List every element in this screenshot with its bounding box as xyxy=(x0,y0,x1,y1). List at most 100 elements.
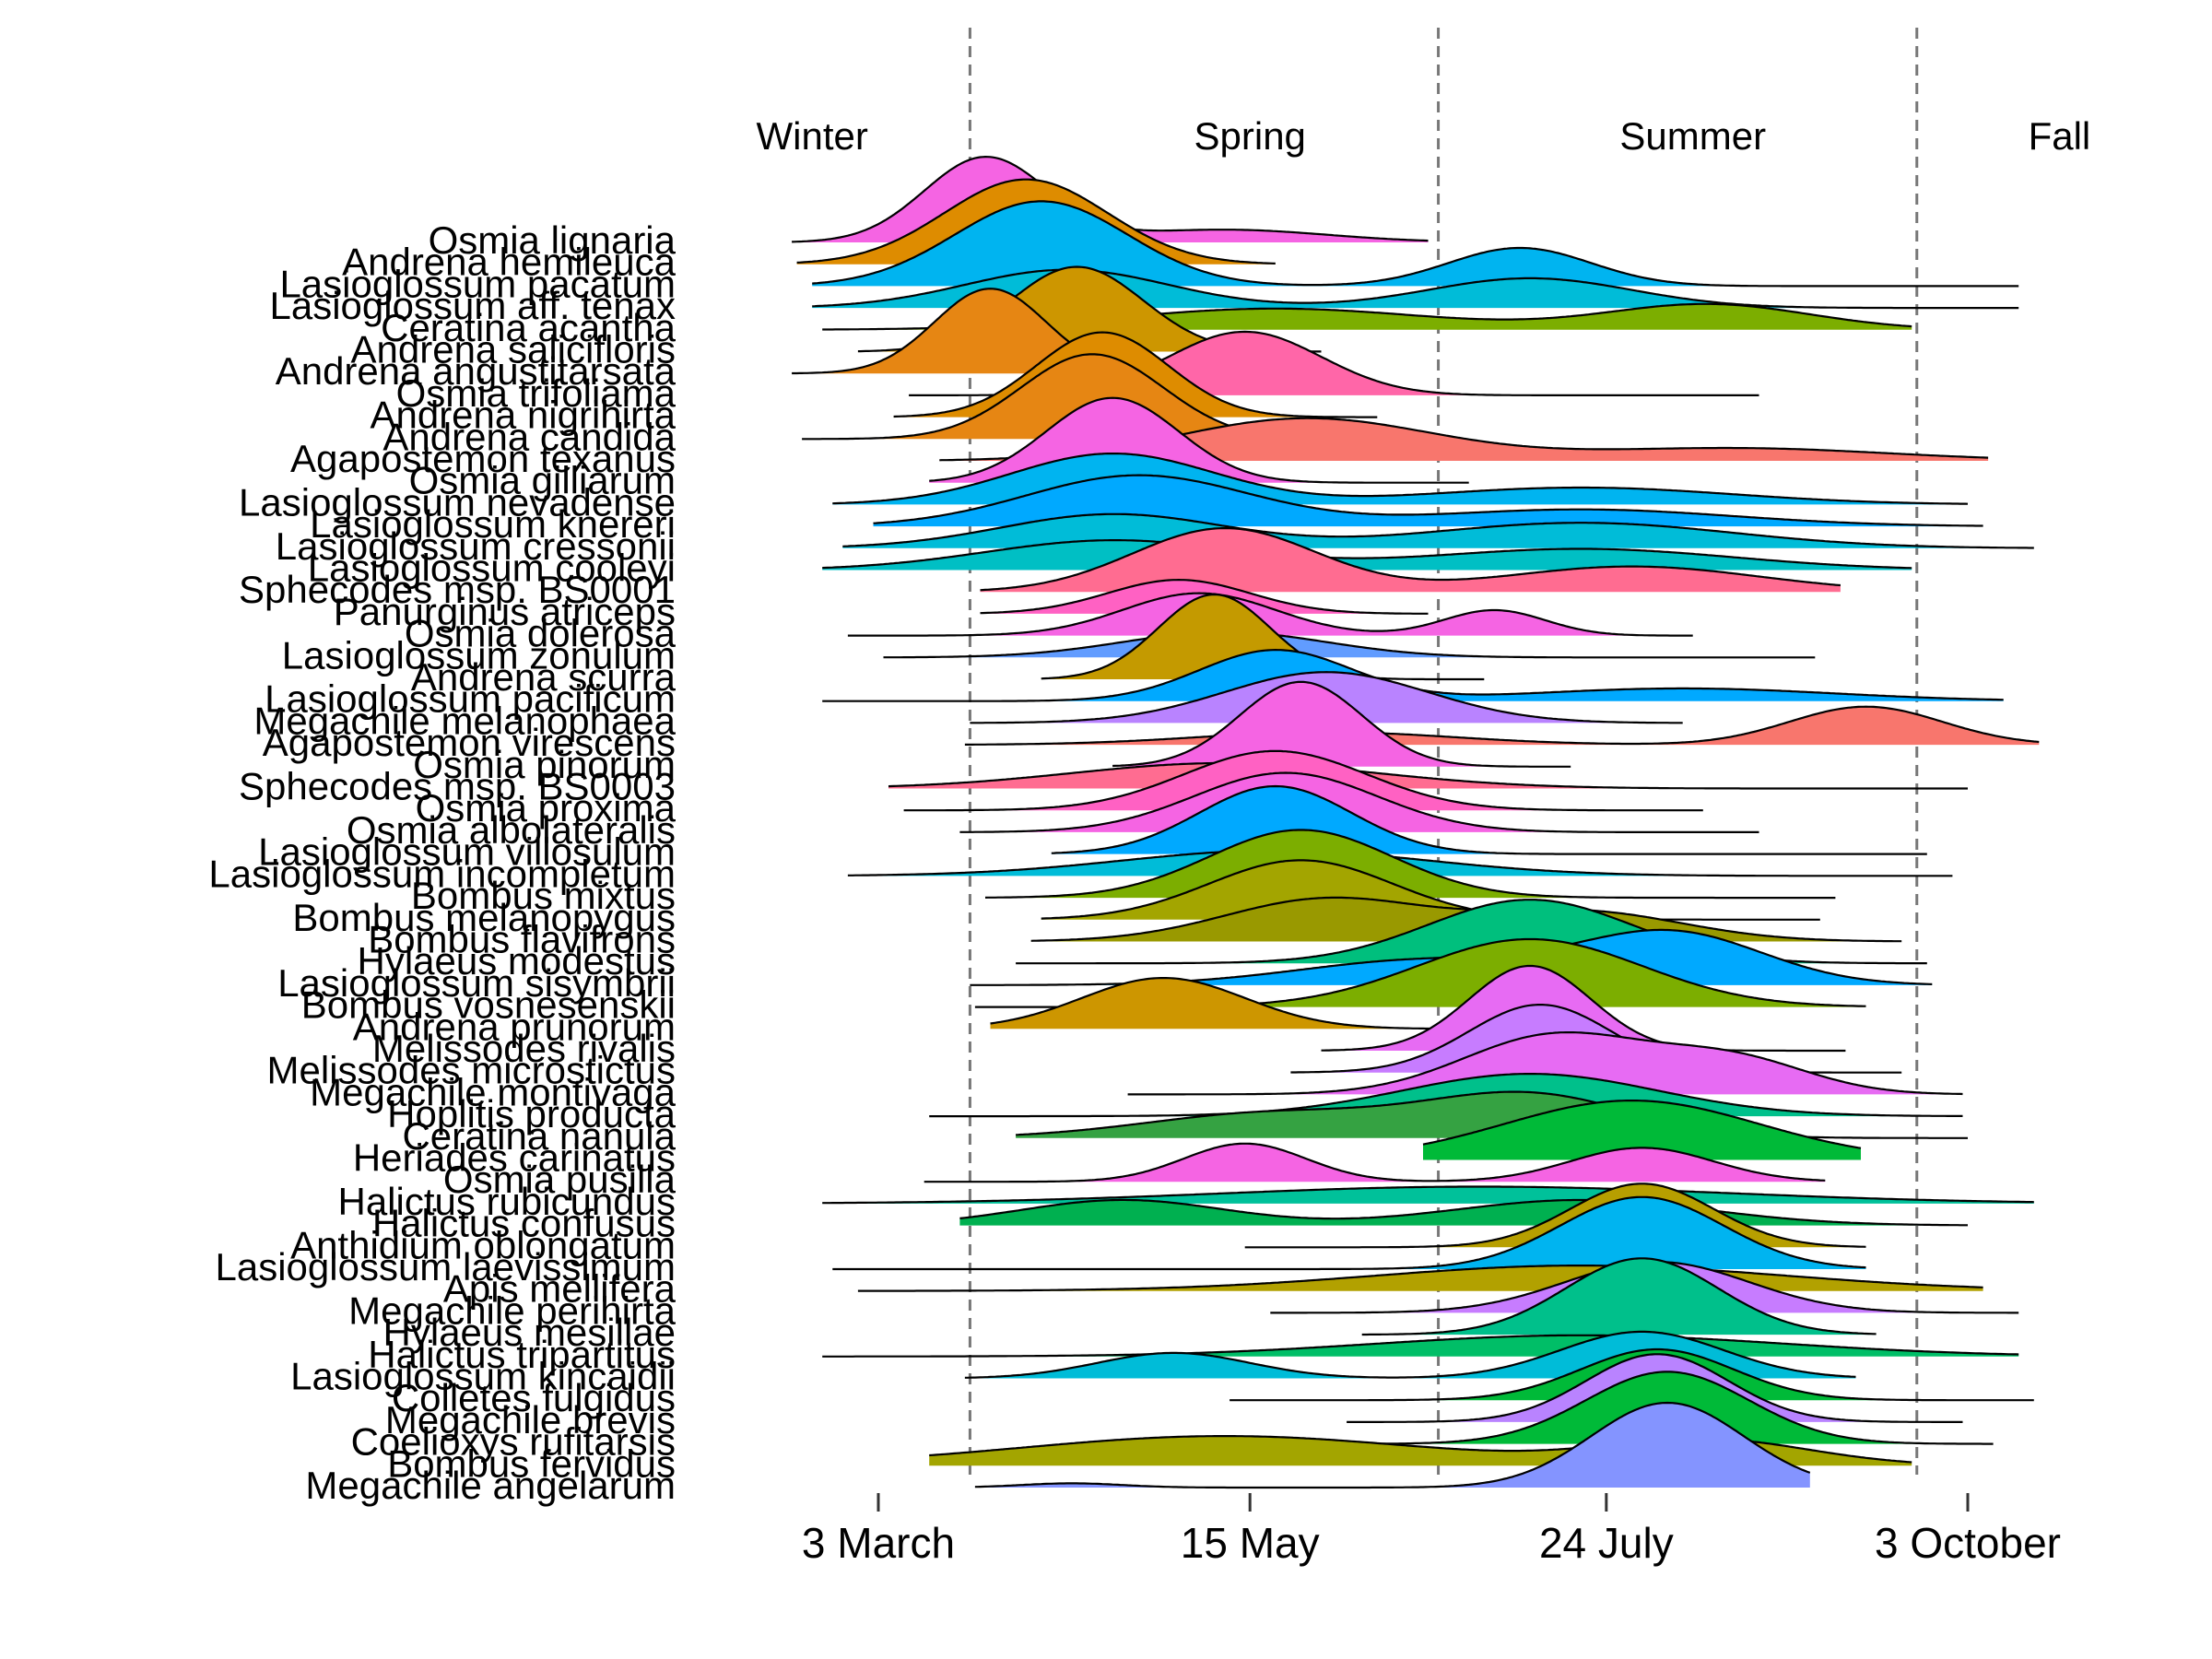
ridge-fill xyxy=(1041,594,1485,679)
ridge-outline xyxy=(980,527,1841,592)
ridge-series xyxy=(959,771,1759,833)
ridge-fill xyxy=(832,1196,1866,1269)
ridge-series xyxy=(929,1073,1963,1118)
species-label: Megachile angelarum xyxy=(305,1464,676,1507)
ridge-outline xyxy=(974,1401,1811,1489)
species-label: Megachile perihirta xyxy=(348,1288,676,1332)
species-label: Bombus melanopygus xyxy=(292,896,676,939)
ridge-outline xyxy=(1230,1347,2034,1402)
ridge-series xyxy=(883,630,1816,659)
ridge-outline xyxy=(802,353,1291,441)
ridge-outline xyxy=(893,331,1378,418)
ridge-outline xyxy=(822,1334,2019,1358)
species-label: Osmia gilliarum xyxy=(409,459,676,502)
ridge-outline xyxy=(964,1330,1856,1379)
x-tick-label: 24 July xyxy=(1539,1519,1674,1567)
ridge-series xyxy=(1041,593,1485,681)
ridge-series xyxy=(984,829,1836,900)
ridge-outline xyxy=(822,539,1912,570)
ridge-series xyxy=(1127,1031,1963,1096)
ridge-fill xyxy=(802,354,1291,440)
species-label: Bombus fervidus xyxy=(387,1441,676,1485)
ridge-fill xyxy=(1041,860,1820,920)
species-label: Lasioglossum sisymbrii xyxy=(277,961,676,1005)
x-tick-label: 15 May xyxy=(1181,1519,1320,1567)
ridge-fill xyxy=(1361,1258,1877,1335)
season-label: Fall xyxy=(2029,114,2091,158)
species-label: Megachile montivaga xyxy=(310,1070,677,1113)
ridge-series xyxy=(822,1334,2019,1358)
ridges-group xyxy=(792,155,2040,1489)
ridge-series xyxy=(990,977,1485,1030)
species-label: Bombus flavifrons xyxy=(368,917,676,960)
species-label: Andrena angustitarsata xyxy=(276,349,677,393)
ridge-outline xyxy=(1422,1100,1862,1149)
ridge-outline xyxy=(1030,896,1902,943)
ridge-fill xyxy=(873,475,1983,527)
x-axis: 3 March 15 May 24 July 3 October xyxy=(802,1493,2061,1567)
species-label: Lasioglossum kincaidii xyxy=(290,1354,676,1397)
species-label: Andrena hemileuca xyxy=(342,241,677,284)
ridge-outline xyxy=(1041,859,1820,921)
ridge-fill xyxy=(888,762,1968,789)
ridge-fill xyxy=(974,1403,1810,1488)
ridge-outline xyxy=(847,592,1693,637)
species-label: Andrena scurra xyxy=(411,655,677,699)
ridge-fill xyxy=(842,513,2034,548)
ridge-series xyxy=(802,353,1291,441)
ridge-fill xyxy=(985,830,1836,899)
ridge-outline xyxy=(959,771,1759,833)
species-label: Osmia trifoliama xyxy=(396,371,677,415)
ridge-series xyxy=(1361,1257,1877,1336)
ridge-series xyxy=(1422,1100,1862,1160)
species-label: Agapostemon texanus xyxy=(290,437,676,480)
ridge-fill xyxy=(959,772,1759,832)
species-label: Ceratina acantha xyxy=(381,306,677,349)
ridge-outline xyxy=(980,578,1429,615)
season-label: Summer xyxy=(1619,114,1766,158)
species-label: Melissodes microstictus xyxy=(267,1049,676,1092)
species-label: Halictus rubicundus xyxy=(337,1180,676,1223)
species-label: Agapostemon virescens xyxy=(263,721,676,764)
species-label: Hoplitis producta xyxy=(387,1092,676,1135)
ridge-outline xyxy=(1361,1257,1877,1336)
species-label: Osmia proxima xyxy=(416,786,677,830)
ridge-outline xyxy=(959,1198,1968,1227)
ridge-series xyxy=(822,539,1912,571)
species-label: Bombus mixtus xyxy=(411,874,676,917)
species-label: Anthidium oblongatum xyxy=(290,1223,676,1266)
species-label: Panurginus atriceps xyxy=(334,590,676,633)
ridge-series xyxy=(924,1142,1826,1183)
species-label: Ceratina nanula xyxy=(402,1114,676,1158)
ridge-outline xyxy=(929,396,1469,484)
species-label: Lasioglossum knereri xyxy=(310,502,676,546)
species-label: Andrena salicifloris xyxy=(351,328,677,371)
ridge-outline xyxy=(1051,784,1927,855)
ridge-outline xyxy=(1244,1182,1866,1249)
ridge-series xyxy=(974,1401,1811,1489)
x-tick-label: 3 October xyxy=(1875,1519,2061,1567)
ridge-fill xyxy=(1423,1100,1861,1160)
species-label: Osmia lignaria xyxy=(429,218,677,262)
x-tick-label: 3 March xyxy=(802,1519,955,1567)
ridge-fill xyxy=(822,540,1912,571)
species-label: Lasioglossum nevadense xyxy=(239,480,676,524)
ridge-fill xyxy=(990,978,1485,1030)
species-label: Megachile melanophaea xyxy=(253,699,676,742)
ridge-fill xyxy=(924,1143,1826,1182)
species-label: Megachile brevis xyxy=(385,1398,676,1441)
species-label: Heriades carinatus xyxy=(353,1135,676,1179)
ridge-outline xyxy=(812,200,2019,288)
species-label: Lasioglossum laevissimum xyxy=(215,1245,676,1288)
species-label: Halictus confusus xyxy=(372,1202,676,1245)
species-label: Lasioglossum aff. tenax xyxy=(270,284,677,327)
ridge-outline xyxy=(1112,680,1571,768)
species-label: Andrena prunorum xyxy=(353,1005,676,1048)
ridge-series xyxy=(822,1185,2034,1205)
ridge-fill xyxy=(812,201,2019,287)
ridge-outline xyxy=(924,1142,1826,1183)
ridge-fill xyxy=(847,593,1693,636)
